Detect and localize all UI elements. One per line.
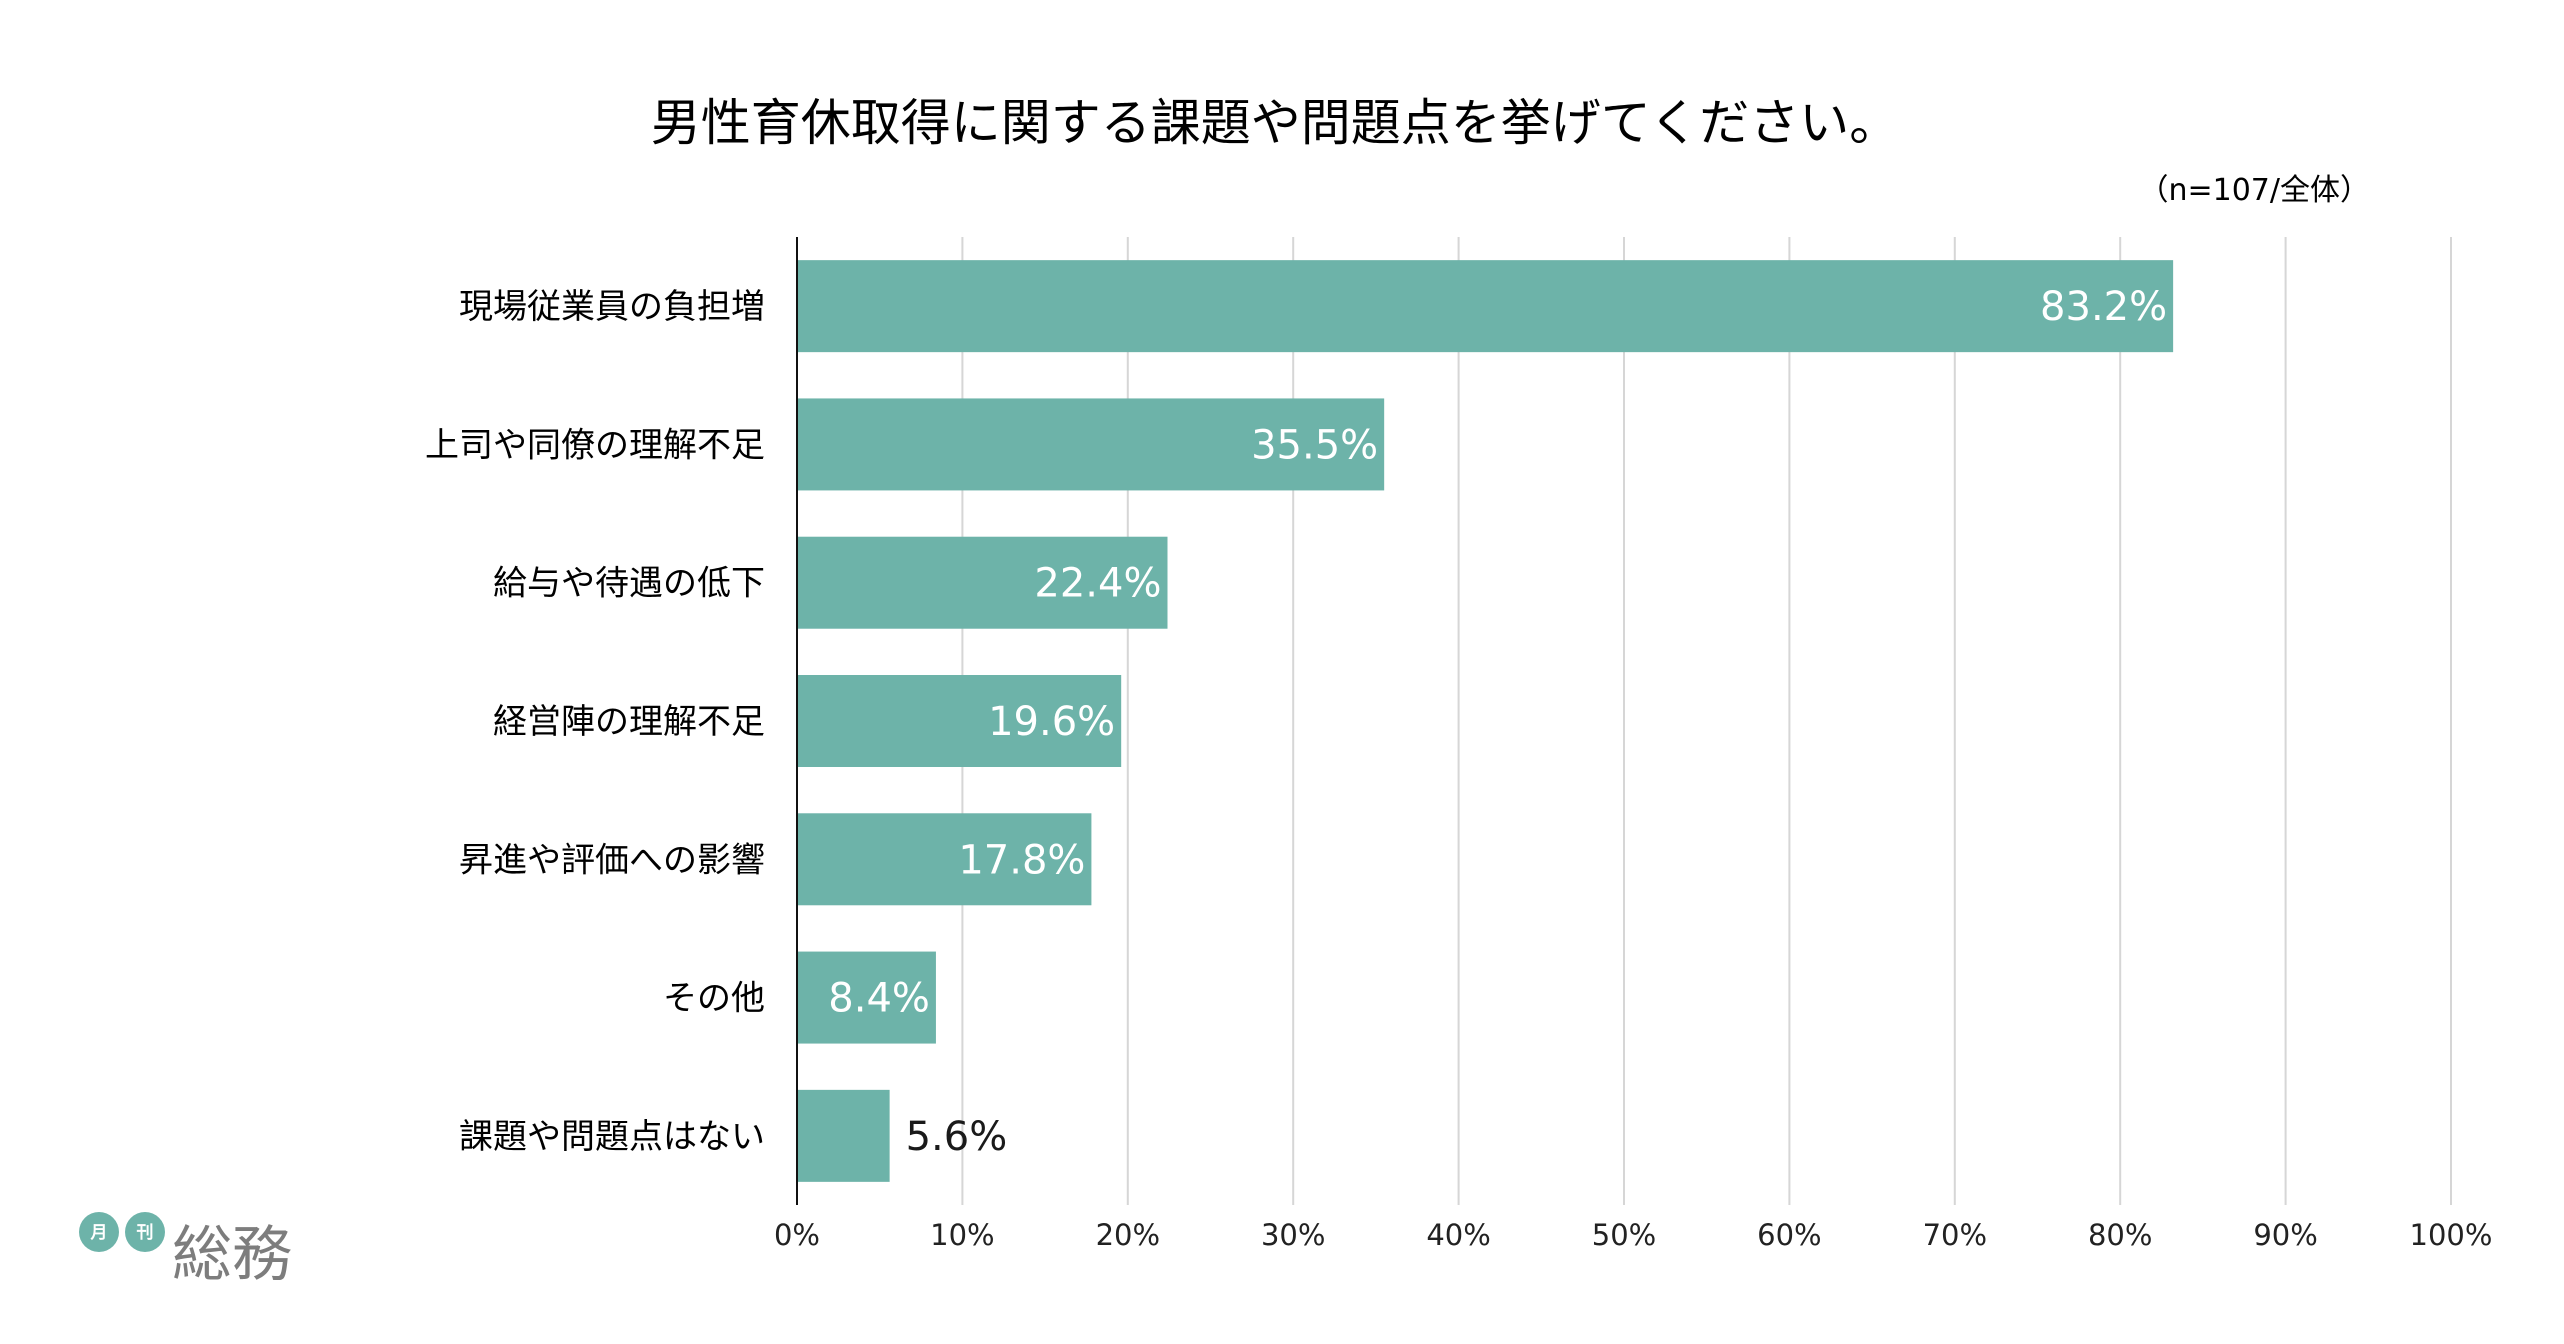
- value-labels: 83.2% 35.5% 22.4% 19.6% 17.8% 8.4% 5.6%: [828, 284, 2167, 1160]
- data-label: 35.5%: [1251, 422, 1378, 468]
- logo-badge-1-text: 月: [90, 1223, 108, 1243]
- x-tick-label: 100%: [2410, 1218, 2493, 1252]
- bar: [797, 813, 1092, 906]
- logo-badge-2: [125, 1212, 165, 1252]
- sample-size-note: （n=107/全体）: [2138, 173, 2370, 208]
- category-label: 課題や問題点はない: [459, 1117, 765, 1157]
- x-tick-label: 60%: [1757, 1218, 1821, 1252]
- bar: [797, 675, 1122, 767]
- category-label: 昇進や評価への影響: [459, 840, 765, 880]
- logo-main-text: 総務: [172, 1220, 292, 1290]
- x-axis-ticks: 0% 10% 20% 30% 40% 50% 60% 70% 80% 90% 100%: [774, 1218, 2492, 1252]
- x-tick-label: 0%: [774, 1218, 820, 1252]
- bar: [797, 260, 2174, 353]
- data-label: 17.8%: [958, 837, 1085, 883]
- data-label: 83.2%: [2040, 284, 2167, 330]
- category-label: その他: [663, 979, 765, 1019]
- category-labels: 現場従業員の負担増上司や同僚の理解不足給与や待遇の低下経営陣の理解不足昇進や評価…: [425, 287, 765, 1157]
- category-label: 経営陣の理解不足: [493, 702, 765, 742]
- bar: [797, 536, 1168, 629]
- category-label: 上司や同僚の理解不足: [425, 425, 765, 465]
- x-tick-label: 30%: [1261, 1218, 1325, 1252]
- x-tick-label: 50%: [1592, 1218, 1656, 1252]
- logo-badge-2-text: 刊: [137, 1223, 154, 1243]
- category-label: 給与や待遇の低下: [493, 564, 765, 604]
- bars: [797, 260, 2174, 1182]
- data-label: 19.6%: [988, 699, 1115, 745]
- data-label: 8.4%: [828, 976, 930, 1022]
- x-tick-label: 10%: [930, 1218, 994, 1252]
- x-tick-label: 40%: [1426, 1218, 1490, 1252]
- x-tick-label: 70%: [1923, 1218, 1987, 1252]
- gridlines: [961, 237, 2452, 1205]
- bar: [797, 1089, 890, 1182]
- logo: 月 刊 総務: [79, 1212, 292, 1290]
- data-label: 22.4%: [1034, 561, 1161, 607]
- category-label: 現場従業員の負担増: [459, 287, 765, 327]
- logo-badge-1: [79, 1212, 119, 1252]
- x-tick-label: 20%: [1096, 1218, 1160, 1252]
- x-tick-label: 90%: [2253, 1218, 2317, 1252]
- bar: [797, 398, 1385, 491]
- data-label: 5.6%: [906, 1114, 1008, 1160]
- chart-title: 男性育休取得に関する課題や問題点を挙げてください。: [651, 94, 1900, 152]
- x-tick-label: 80%: [2088, 1218, 2152, 1252]
- bar: [797, 951, 936, 1044]
